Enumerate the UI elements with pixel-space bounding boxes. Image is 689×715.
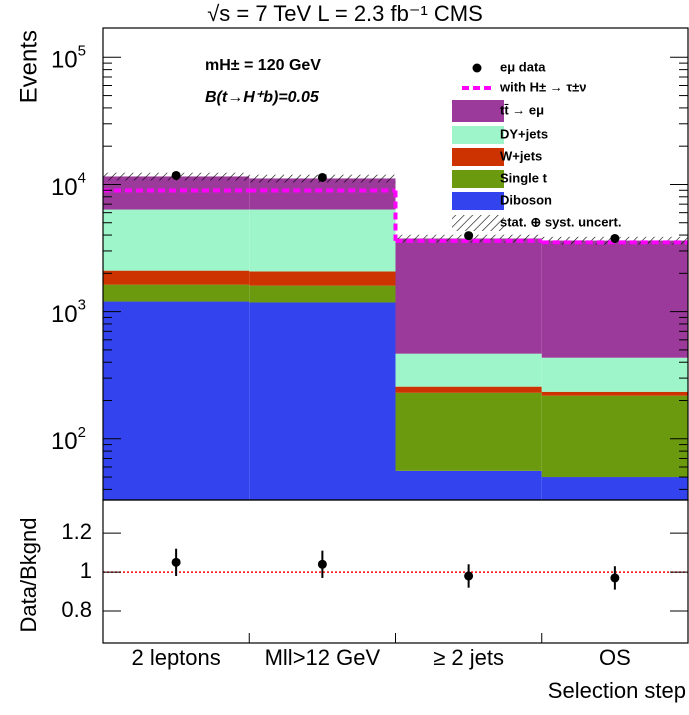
legend-label: stat. ⊕ syst. uncert.	[500, 214, 621, 229]
data-point	[317, 559, 327, 569]
bar-segment	[395, 238, 542, 354]
bar-segment	[103, 270, 250, 285]
legend-marker	[452, 100, 504, 122]
bar-segment	[249, 178, 396, 210]
data-point	[610, 573, 620, 583]
bar-segment	[103, 284, 250, 302]
bar-segment	[541, 240, 688, 358]
bar-segment	[249, 271, 396, 286]
x-tick-label: Mll>12 GeV	[265, 645, 381, 670]
y-tick-label: 0.8	[61, 597, 92, 622]
legend-label: Diboson	[500, 192, 552, 207]
bar-segment	[541, 477, 688, 500]
bar-segment	[103, 176, 250, 210]
bar-segment	[395, 353, 542, 387]
bar-segment	[541, 391, 688, 396]
data-point	[171, 557, 181, 567]
legend-marker	[472, 63, 482, 73]
legend-label: W+jets	[500, 148, 542, 163]
chart-title: √s = 7 TeV L = 2.3 fb⁻¹ CMS	[207, 1, 483, 26]
legend-label: with H± → τ±ν	[499, 79, 587, 94]
legend-marker	[452, 192, 504, 210]
bar-segment	[249, 302, 396, 500]
legend-marker	[452, 126, 504, 144]
data-point	[317, 172, 327, 182]
bar-segment	[103, 301, 250, 500]
y-tick-label: 1.2	[61, 519, 92, 544]
legend-marker	[452, 148, 504, 166]
y-tick-power: 4	[78, 169, 86, 186]
y-tick-power: 5	[78, 42, 86, 59]
legend-marker	[452, 215, 504, 231]
y-tick-power: 2	[78, 424, 86, 441]
bar-segment	[249, 209, 396, 272]
legend-marker	[452, 170, 504, 188]
y-tick-power: 3	[78, 297, 86, 314]
data-point	[171, 170, 181, 180]
bar-segment	[395, 386, 542, 393]
bar-segment	[541, 357, 688, 392]
legend-label: eμ data	[500, 59, 546, 74]
y-tick-label: 1	[80, 558, 92, 583]
x-tick-label: ≥ 2 jets	[433, 645, 504, 670]
y-axis-title: Events	[15, 30, 42, 103]
annotation: mH± = 120 GeV	[205, 57, 321, 74]
x-axis-title: Selection step	[548, 678, 686, 703]
legend-label: DY+jets	[500, 126, 548, 141]
data-point	[610, 233, 620, 243]
bar-segment	[395, 392, 542, 471]
x-tick-label: 2 leptons	[131, 645, 220, 670]
bar-segment	[103, 209, 250, 271]
annotation: B(t→H⁺b)=0.05	[205, 89, 320, 106]
ratio-y-axis-title: Data/Bkgnd	[16, 518, 41, 633]
data-point	[464, 231, 474, 241]
x-tick-label: OS	[599, 645, 631, 670]
bar-segment	[395, 470, 542, 500]
bar-segment	[249, 285, 396, 303]
legend-label: Single t	[500, 170, 548, 185]
legend-label: tt̄ → eμ	[500, 102, 544, 117]
bar-segment	[541, 395, 688, 478]
data-point	[464, 571, 474, 581]
